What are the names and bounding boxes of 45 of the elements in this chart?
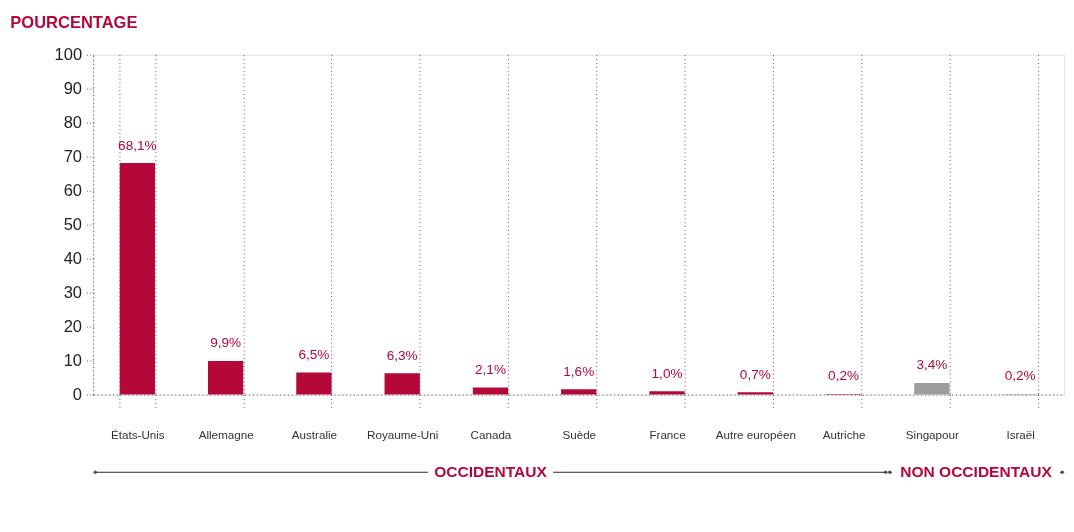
data-label: 1,0% xyxy=(651,365,683,381)
bar xyxy=(207,360,244,395)
chart-title: POURCENTAGE xyxy=(10,13,138,32)
data-label: 3,4% xyxy=(916,357,948,373)
bar xyxy=(472,387,509,395)
data-label: 0,2% xyxy=(1004,368,1036,384)
x-tick-label: Canada xyxy=(470,427,512,441)
data-label: 6,3% xyxy=(386,347,418,363)
y-tick-label: 100 xyxy=(54,45,83,64)
text: OCCIDENTAUX xyxy=(434,463,548,481)
x-tick-label: Suède xyxy=(562,427,597,441)
data-label: 68,1% xyxy=(118,137,157,153)
x-tick-label: Royaume-Uni xyxy=(367,427,439,441)
x-tick-label: États-Unis xyxy=(111,427,165,441)
bar xyxy=(296,372,332,395)
x-tick-label: Autre européen xyxy=(715,427,796,441)
data-label: 6,5% xyxy=(298,346,330,362)
x-tick-label: Singapour xyxy=(905,427,960,441)
data-label: 1,6% xyxy=(563,363,595,379)
y-tick-label: 0 xyxy=(72,384,83,403)
y-tick-label: 10 xyxy=(63,350,83,369)
y-tick-label: 70 xyxy=(63,147,83,165)
data-label: 2,1% xyxy=(475,361,506,377)
y-tick-label: 60 xyxy=(63,180,83,199)
data-label: 9,9% xyxy=(210,335,242,351)
bar xyxy=(384,373,420,395)
x-tick-label: Autriche xyxy=(822,427,866,441)
bar xyxy=(649,391,685,395)
text: NON OCCIDENTAUX xyxy=(900,463,1053,481)
y-tick-label: 40 xyxy=(63,248,83,267)
x-tick-label: Australie xyxy=(291,427,338,441)
y-tick-label: 50 xyxy=(63,214,83,233)
bar xyxy=(737,392,773,395)
y-tick-label: 80 xyxy=(63,113,83,132)
x-tick-label: Israël xyxy=(1006,427,1035,441)
y-tick-label: 30 xyxy=(63,282,83,301)
bar xyxy=(119,163,156,395)
x-tick-label: France xyxy=(649,427,686,441)
data-label: 0,2% xyxy=(828,368,860,384)
bar xyxy=(914,383,950,395)
data-label: 0,7% xyxy=(739,366,771,382)
y-tick-label: 90 xyxy=(63,79,83,98)
y-tick-label: 20 xyxy=(63,316,83,335)
bar xyxy=(561,389,597,395)
x-tick-label: Allemagne xyxy=(198,427,254,441)
